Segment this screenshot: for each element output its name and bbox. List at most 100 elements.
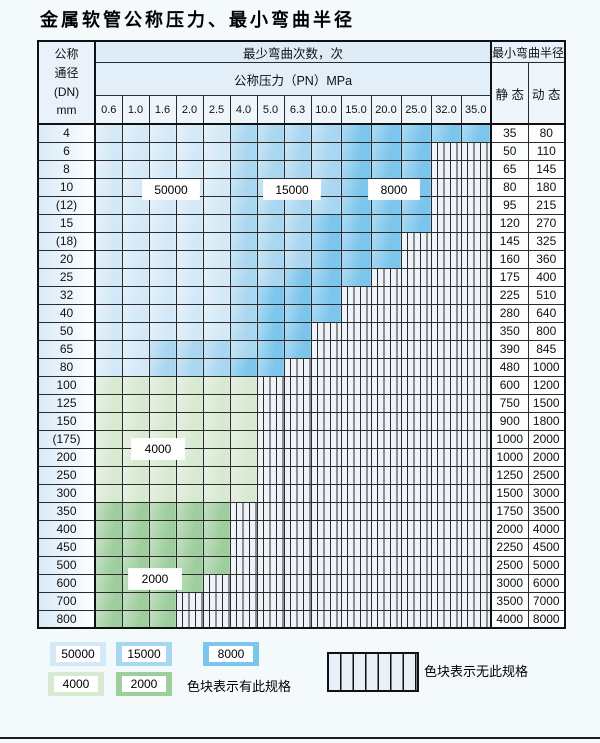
no-spec-cell <box>430 465 462 485</box>
legend-has-spec-text: 色块表示有此规格 <box>187 679 292 694</box>
no-spec-cell <box>430 501 462 521</box>
no-spec-cell <box>460 465 492 485</box>
spec-cell-b1 <box>148 249 177 269</box>
no-spec-cell <box>460 537 492 557</box>
no-spec-cell <box>430 321 462 341</box>
table-row: 25 175 400 <box>37 267 566 287</box>
spec-cell-g1 <box>175 375 204 395</box>
spec-cell-b1 <box>94 249 123 269</box>
spec-cell-b1 <box>94 141 123 161</box>
no-spec-cell <box>310 393 342 413</box>
no-spec-cell <box>340 321 372 341</box>
pressure-tick: 4.0 <box>229 95 258 125</box>
no-spec-cell <box>340 357 372 377</box>
static-radius-cell: 350 <box>490 321 529 341</box>
no-spec-cell <box>340 519 372 539</box>
no-spec-cell <box>310 357 342 377</box>
dynamic-radius-cell: 270 <box>527 213 566 233</box>
no-spec-cell <box>283 447 312 467</box>
spec-cell-b1 <box>202 249 231 269</box>
dynamic-radius-cell: 325 <box>527 231 566 251</box>
dn-cell: (18) <box>37 231 96 251</box>
spec-cell-g1 <box>175 411 204 431</box>
spec-cell-g1 <box>229 465 258 485</box>
spec-cell-b1 <box>175 249 204 269</box>
spec-cell-b3 <box>370 249 402 269</box>
no-spec-cell <box>370 429 402 449</box>
no-spec-cell <box>202 573 231 593</box>
header-row-1: 公称 通径 (DN) mm 最少弯曲次数，次 最小弯曲半径 <box>37 40 566 125</box>
no-spec-cell <box>370 483 402 503</box>
corner-line: mm <box>56 103 77 118</box>
dynamic-radius-cell: 6000 <box>527 573 566 593</box>
spec-cell-g1 <box>202 429 231 449</box>
spec-cell-b1 <box>202 321 231 341</box>
spec-cell-b2 <box>229 285 258 305</box>
dynamic-radius-cell: 215 <box>527 195 566 215</box>
corner-line: 通径 <box>54 65 79 80</box>
spec-cell-b3 <box>400 213 432 233</box>
spec-cell-b1 <box>202 303 231 323</box>
dn-cell: 200 <box>37 447 96 467</box>
no-spec-cell <box>229 519 258 539</box>
no-spec-cell <box>370 573 402 593</box>
dynamic-radius-cell: 3000 <box>527 483 566 503</box>
spec-cell-g1 <box>148 393 177 413</box>
spec-cell-g1 <box>175 393 204 413</box>
table-row: 15 120 270 <box>37 213 566 233</box>
dn-cell: 350 <box>37 501 96 521</box>
no-spec-cell <box>400 609 432 629</box>
spec-cell-g1 <box>202 375 231 395</box>
spec-cell-b2 <box>256 141 285 161</box>
dynamic-radius-cell: 2500 <box>527 465 566 485</box>
no-spec-cell <box>340 609 372 629</box>
spec-cell-b3 <box>283 339 312 359</box>
spec-cell-b1 <box>202 267 231 287</box>
dn-cell: 450 <box>37 537 96 557</box>
no-spec-cell <box>256 501 285 521</box>
pressure-tick: 5.0 <box>256 95 285 125</box>
spec-cell-b1 <box>148 213 177 233</box>
spec-cell-b2 <box>283 249 312 269</box>
pressure-tick: 1.0 <box>121 95 150 125</box>
spec-cell-b1 <box>121 231 150 251</box>
no-spec-cell <box>340 411 372 431</box>
no-spec-cell <box>430 339 462 359</box>
pressure-tick: 20.0 <box>370 95 402 125</box>
dn-cell: 250 <box>37 465 96 485</box>
table-row: 450 2250 4500 <box>37 537 566 557</box>
no-spec-cell <box>400 285 432 305</box>
legend-chip-50000: 50000 <box>50 642 106 666</box>
spec-cell-b1 <box>148 267 177 287</box>
spec-cell-b2 <box>283 213 312 233</box>
spec-cell-b2 <box>310 159 342 179</box>
dynamic-radius-cell: 2000 <box>527 429 566 449</box>
spec-cell-g2 <box>94 537 123 557</box>
no-spec-cell <box>370 555 402 575</box>
no-spec-cell <box>460 285 492 305</box>
dn-cell: 50 <box>37 321 96 341</box>
spec-cell-b1 <box>121 321 150 341</box>
no-spec-cell <box>460 267 492 287</box>
no-spec-cell <box>460 609 492 629</box>
spec-cell-b3 <box>256 357 285 377</box>
spec-cell-g1 <box>121 483 150 503</box>
spec-cell-b1 <box>94 357 123 377</box>
spec-cell-b2 <box>256 231 285 251</box>
no-spec-cell <box>400 555 432 575</box>
dynamic-radius-cell: 8000 <box>527 609 566 629</box>
no-spec-cell <box>256 393 285 413</box>
spec-cell-b3 <box>256 285 285 305</box>
dn-cell: (12) <box>37 195 96 215</box>
spec-cell-g1 <box>229 375 258 395</box>
table-row: 300 1500 3000 <box>37 483 566 503</box>
no-spec-cell <box>460 231 492 251</box>
corner-line: 公称 <box>54 47 79 62</box>
spec-cell-g2 <box>202 537 231 557</box>
static-radius-cell: 35 <box>490 123 529 143</box>
spec-cell-b2 <box>229 177 258 197</box>
spec-cell-g2 <box>148 501 177 521</box>
no-spec-cell <box>256 411 285 431</box>
bend-cycles-header: 最少弯曲次数，次 <box>94 40 492 63</box>
spec-cell-b2 <box>229 303 258 323</box>
